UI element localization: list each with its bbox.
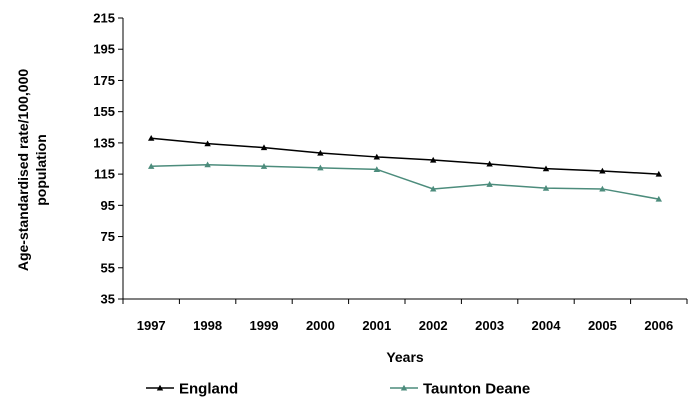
y-tick-label: 195 bbox=[93, 42, 115, 57]
legend-marker bbox=[400, 384, 408, 391]
y-axis-title: Age-standardised rate/100,000 population bbox=[15, 69, 49, 272]
data-point bbox=[317, 149, 324, 156]
data-point bbox=[486, 181, 493, 187]
x-tick-label: 1997 bbox=[137, 318, 166, 333]
x-tick-label: 2000 bbox=[306, 318, 335, 333]
data-point bbox=[430, 185, 437, 192]
y-tick-label: 215 bbox=[93, 11, 115, 26]
y-tick-label: 35 bbox=[101, 292, 115, 307]
data-point bbox=[542, 165, 550, 172]
y-tick-label: 175 bbox=[93, 73, 115, 88]
series-line bbox=[151, 163, 659, 200]
x-tick-label: 2005 bbox=[588, 318, 617, 333]
legend-item: England bbox=[146, 381, 238, 398]
data-point bbox=[260, 163, 268, 169]
x-tick-label: 1998 bbox=[193, 318, 222, 333]
x-tick-label: 2003 bbox=[475, 318, 504, 333]
x-tick-label: 2004 bbox=[532, 318, 562, 333]
data-point bbox=[542, 184, 550, 191]
y-tick-label: 75 bbox=[101, 229, 115, 244]
data-point bbox=[486, 160, 493, 167]
data-point bbox=[373, 153, 380, 160]
data-point bbox=[317, 164, 324, 171]
legend-item: Taunton Deane bbox=[390, 381, 530, 398]
y-tick-label: 115 bbox=[94, 167, 115, 182]
x-tick-label: 2002 bbox=[419, 318, 448, 333]
y-tick-label: 135 bbox=[93, 135, 115, 150]
x-tick-label: 1999 bbox=[250, 318, 279, 333]
x-axis: 1997 1998 1999 2000 2001 2002 2003 2004 2005 2006 bbox=[122, 298, 688, 333]
legend: England Taunton Deane bbox=[146, 381, 530, 398]
y-axis-title-line-2: population bbox=[33, 134, 49, 206]
y-tick-label: 95 bbox=[101, 198, 115, 213]
legend-label: Taunton Deane bbox=[423, 381, 530, 398]
y-axis: 35 55 75 95 115 135 155 175 195 215 bbox=[93, 11, 124, 307]
x-tick-label: 2001 bbox=[362, 318, 391, 333]
y-axis-title-line-1: Age-standardised rate/100,000 bbox=[15, 69, 31, 272]
data-point bbox=[655, 195, 662, 202]
legend-label: England bbox=[179, 381, 238, 398]
y-tick-label: 55 bbox=[101, 260, 115, 275]
data-point bbox=[599, 167, 606, 174]
series-taunton-deane bbox=[148, 161, 662, 202]
data-point bbox=[655, 170, 662, 177]
data-point bbox=[599, 185, 606, 192]
x-axis-title: Years bbox=[386, 349, 424, 365]
data-point bbox=[373, 166, 380, 172]
legend-marker bbox=[156, 384, 164, 391]
series-layer bbox=[148, 135, 662, 202]
data-point bbox=[204, 161, 211, 168]
data-point bbox=[430, 156, 437, 163]
series-england bbox=[148, 135, 662, 177]
y-tick-label: 155 bbox=[93, 104, 115, 119]
x-tick-label: 2006 bbox=[644, 318, 673, 333]
data-point bbox=[148, 163, 155, 169]
data-point bbox=[204, 140, 211, 147]
data-point bbox=[148, 135, 155, 141]
series-line bbox=[151, 137, 659, 175]
data-point bbox=[260, 144, 268, 151]
